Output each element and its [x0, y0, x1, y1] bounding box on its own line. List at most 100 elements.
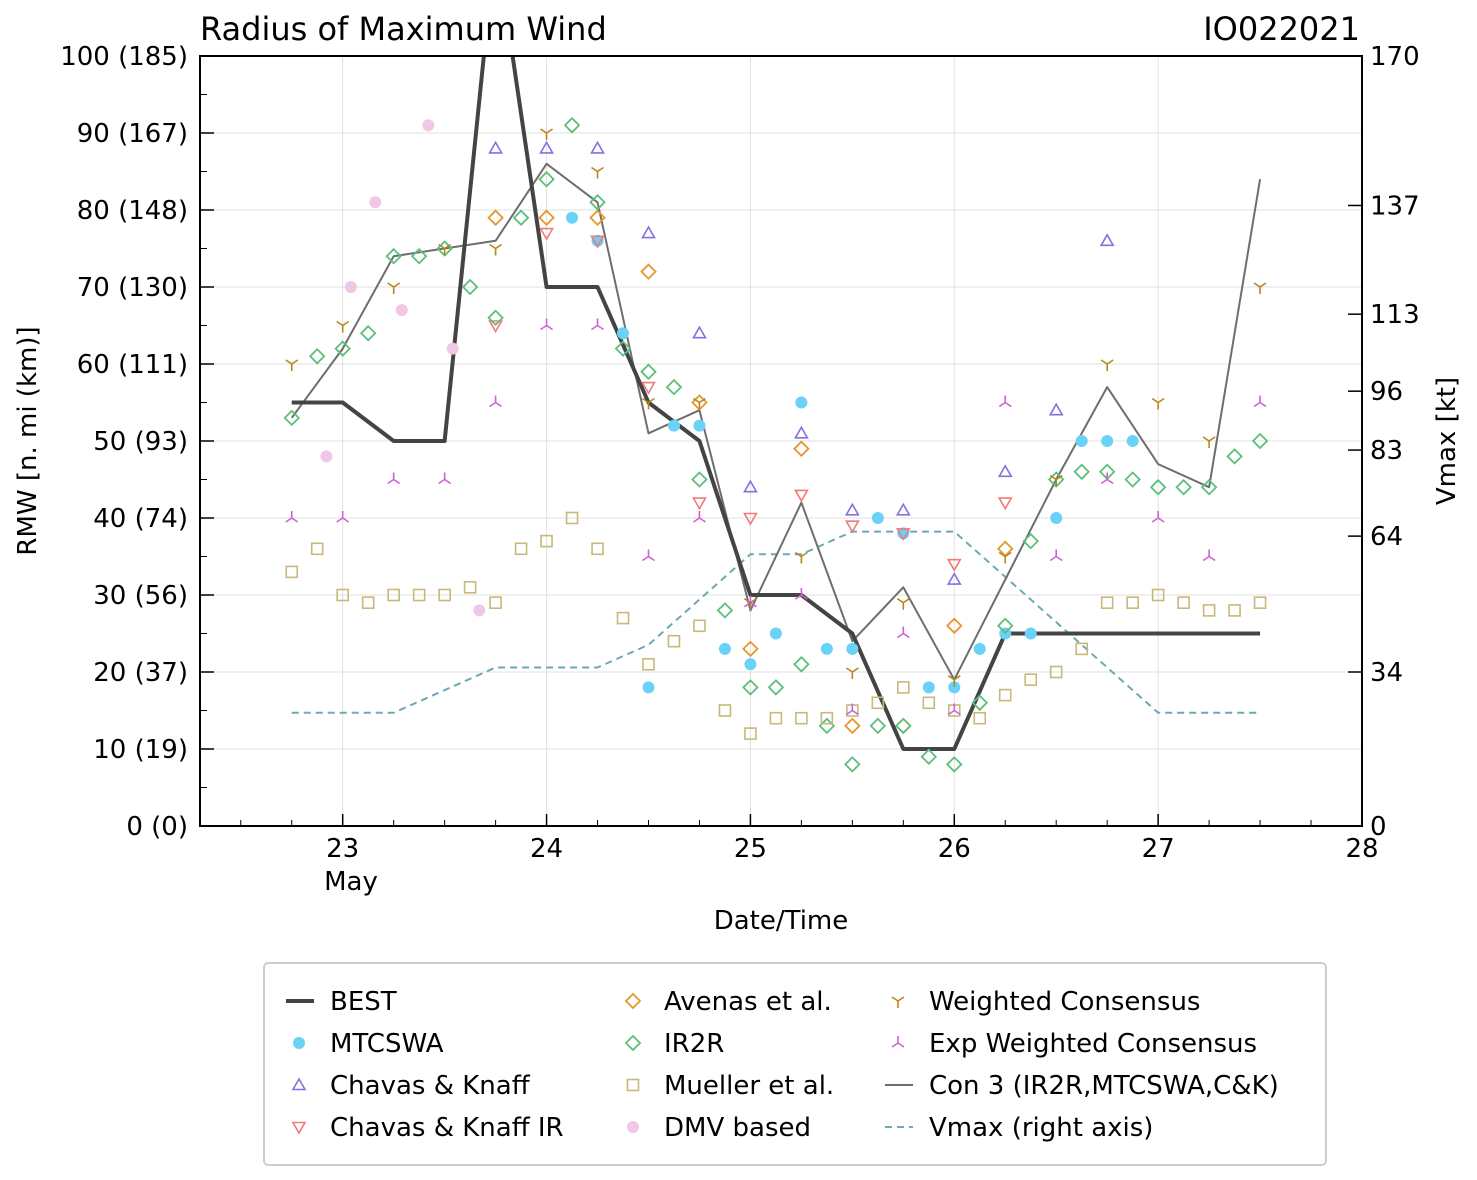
mtcswa-point — [693, 419, 706, 432]
x-tick-label: 25 — [734, 834, 767, 864]
con-3-ir2r-mtcswa-c-k-line — [290, 162, 1262, 681]
y2-axis-label: Vmax [kt] — [1432, 377, 1462, 505]
legend-label: Chavas & Knaff — [330, 1071, 531, 1101]
mtcswa-point — [591, 234, 604, 247]
chavas-knaff-point — [1048, 402, 1064, 416]
ir2r-point — [359, 324, 377, 342]
mueller-et-al-point — [310, 542, 324, 556]
mueller-et-al-point — [565, 511, 579, 525]
mtcswa-point — [718, 642, 731, 655]
mueller-et-al-point — [769, 711, 783, 725]
chavas-knaff-point — [692, 325, 707, 339]
series-layer — [283, 56, 1269, 773]
mueller-et-al-point — [744, 727, 757, 740]
ir2r-point — [589, 194, 606, 211]
series-dmv-based — [320, 119, 486, 617]
legend-item-ir2r: IR2R — [624, 1029, 724, 1059]
best-line — [291, 56, 1261, 751]
mtcswa-point — [1050, 512, 1063, 524]
mueller-et-al-point — [998, 688, 1012, 702]
ir2r-point — [716, 602, 734, 619]
mtcswa-point — [1101, 435, 1114, 447]
weighted-consensus-point — [591, 166, 604, 179]
avenas-et-al-point — [589, 209, 606, 226]
x-tick-label: 27 — [1142, 834, 1175, 864]
weighted-consensus-point — [947, 675, 961, 687]
mtcswa-point — [948, 681, 961, 694]
mueller-et-al-point — [973, 711, 987, 725]
chavas-knaff-ir-point — [997, 497, 1013, 511]
y2-tick-label: 0 — [1370, 812, 1387, 842]
mtcswa-point — [973, 642, 986, 655]
series-exp-weighted-consensus — [285, 318, 1267, 716]
mtcswa-point — [1126, 435, 1139, 447]
exp-weighted-consensus-point — [489, 395, 503, 408]
legend-label: MTCSWA — [330, 1029, 444, 1059]
avenas-et-al-point — [640, 263, 657, 280]
ir2r-point — [946, 756, 963, 773]
weighted-consensus-point — [1253, 282, 1267, 294]
legend-item-chavas-knaff: Chavas & Knaff — [291, 1071, 531, 1101]
ir2r-point — [665, 378, 683, 396]
x-axis-label: Date/Time — [714, 906, 849, 936]
mueller-et-al-point — [412, 588, 426, 602]
mueller-et-al-point — [285, 565, 299, 579]
legend-label: Mueller et al. — [664, 1071, 834, 1101]
dmv-based-point — [395, 304, 408, 317]
avenas-et-al-point — [946, 617, 963, 635]
ir2r-point — [538, 170, 555, 188]
weighted-consensus-point — [1151, 397, 1165, 410]
mtcswa-point — [922, 681, 935, 694]
legend-item-dmv-based: DMV based — [627, 1113, 811, 1143]
ir2r-point — [742, 679, 759, 696]
exp-weighted-consensus-point — [642, 549, 655, 562]
mtcswa-point — [642, 681, 655, 694]
storm-id: IO022021 — [1203, 10, 1360, 48]
chavas-knaff-point — [539, 140, 554, 154]
ir2r-point — [385, 247, 402, 265]
mueller-et-al-point — [1253, 596, 1267, 610]
mueller-et-al-point — [1202, 604, 1216, 617]
axis-ticks: 23 24 25 26 27 28 0 (0) 10 (19) 20 (37) 30 (56) 40… — [60, 42, 1419, 864]
legend-item-con-3-ir2r-mtcswa-c-k: Con 3 (IR2R,MTCSWA,C&K) — [885, 1071, 1279, 1101]
legend-label: Exp Weighted Consensus — [929, 1029, 1257, 1059]
avenas-et-al-point — [742, 640, 759, 658]
mtcswa-point — [871, 512, 884, 524]
series-con-3-ir2r-mtcswa-c-k — [290, 162, 1262, 681]
y-tick-label: 60 (111) — [77, 350, 188, 380]
legend-label: Vmax (right axis) — [929, 1113, 1153, 1143]
chavas-knaff-ir-point — [844, 520, 860, 534]
mtcswa-point — [667, 419, 680, 432]
legend-swatch — [891, 996, 905, 1008]
weighted-consensus-point — [1049, 474, 1063, 487]
mueller-et-al-point — [667, 634, 681, 648]
legend-label: Chavas & Knaff IR — [330, 1113, 564, 1143]
x-tick-label: 23 — [326, 834, 359, 864]
legend-swatch — [291, 1077, 307, 1091]
legend-swatch — [291, 1121, 307, 1135]
weighted-consensus-point — [1202, 436, 1216, 448]
avenas-et-al-point — [844, 717, 861, 735]
weighted-consensus-point — [743, 598, 757, 610]
legend-box — [263, 962, 1327, 1166]
avenas-et-al-point — [895, 717, 912, 735]
exp-weighted-consensus-point — [947, 703, 961, 716]
mtcswa-point — [1024, 627, 1037, 640]
y-tick-label: 80 (148) — [77, 196, 188, 226]
mueller-et-al-point — [616, 611, 630, 625]
chavas-knaff-ir-point — [946, 558, 962, 572]
mueller-et-al-point — [489, 596, 502, 610]
exp-weighted-consensus-point — [1202, 549, 1216, 562]
chart-title: Radius of Maximum Wind — [200, 10, 607, 48]
x-tick-label: 28 — [1345, 834, 1378, 864]
chavas-knaff-point — [895, 502, 911, 516]
mueller-et-al-point — [1075, 642, 1088, 656]
legend-label: Con 3 (IR2R,MTCSWA,C&K) — [929, 1071, 1279, 1101]
mueller-et-al-point — [922, 696, 936, 710]
y2-tick-label: 64 — [1370, 522, 1403, 552]
y-tick-label: 20 (37) — [93, 658, 188, 688]
exp-weighted-consensus-point — [1100, 472, 1114, 485]
mtcswa-point — [820, 642, 833, 655]
exp-weighted-consensus-point — [1151, 511, 1165, 523]
